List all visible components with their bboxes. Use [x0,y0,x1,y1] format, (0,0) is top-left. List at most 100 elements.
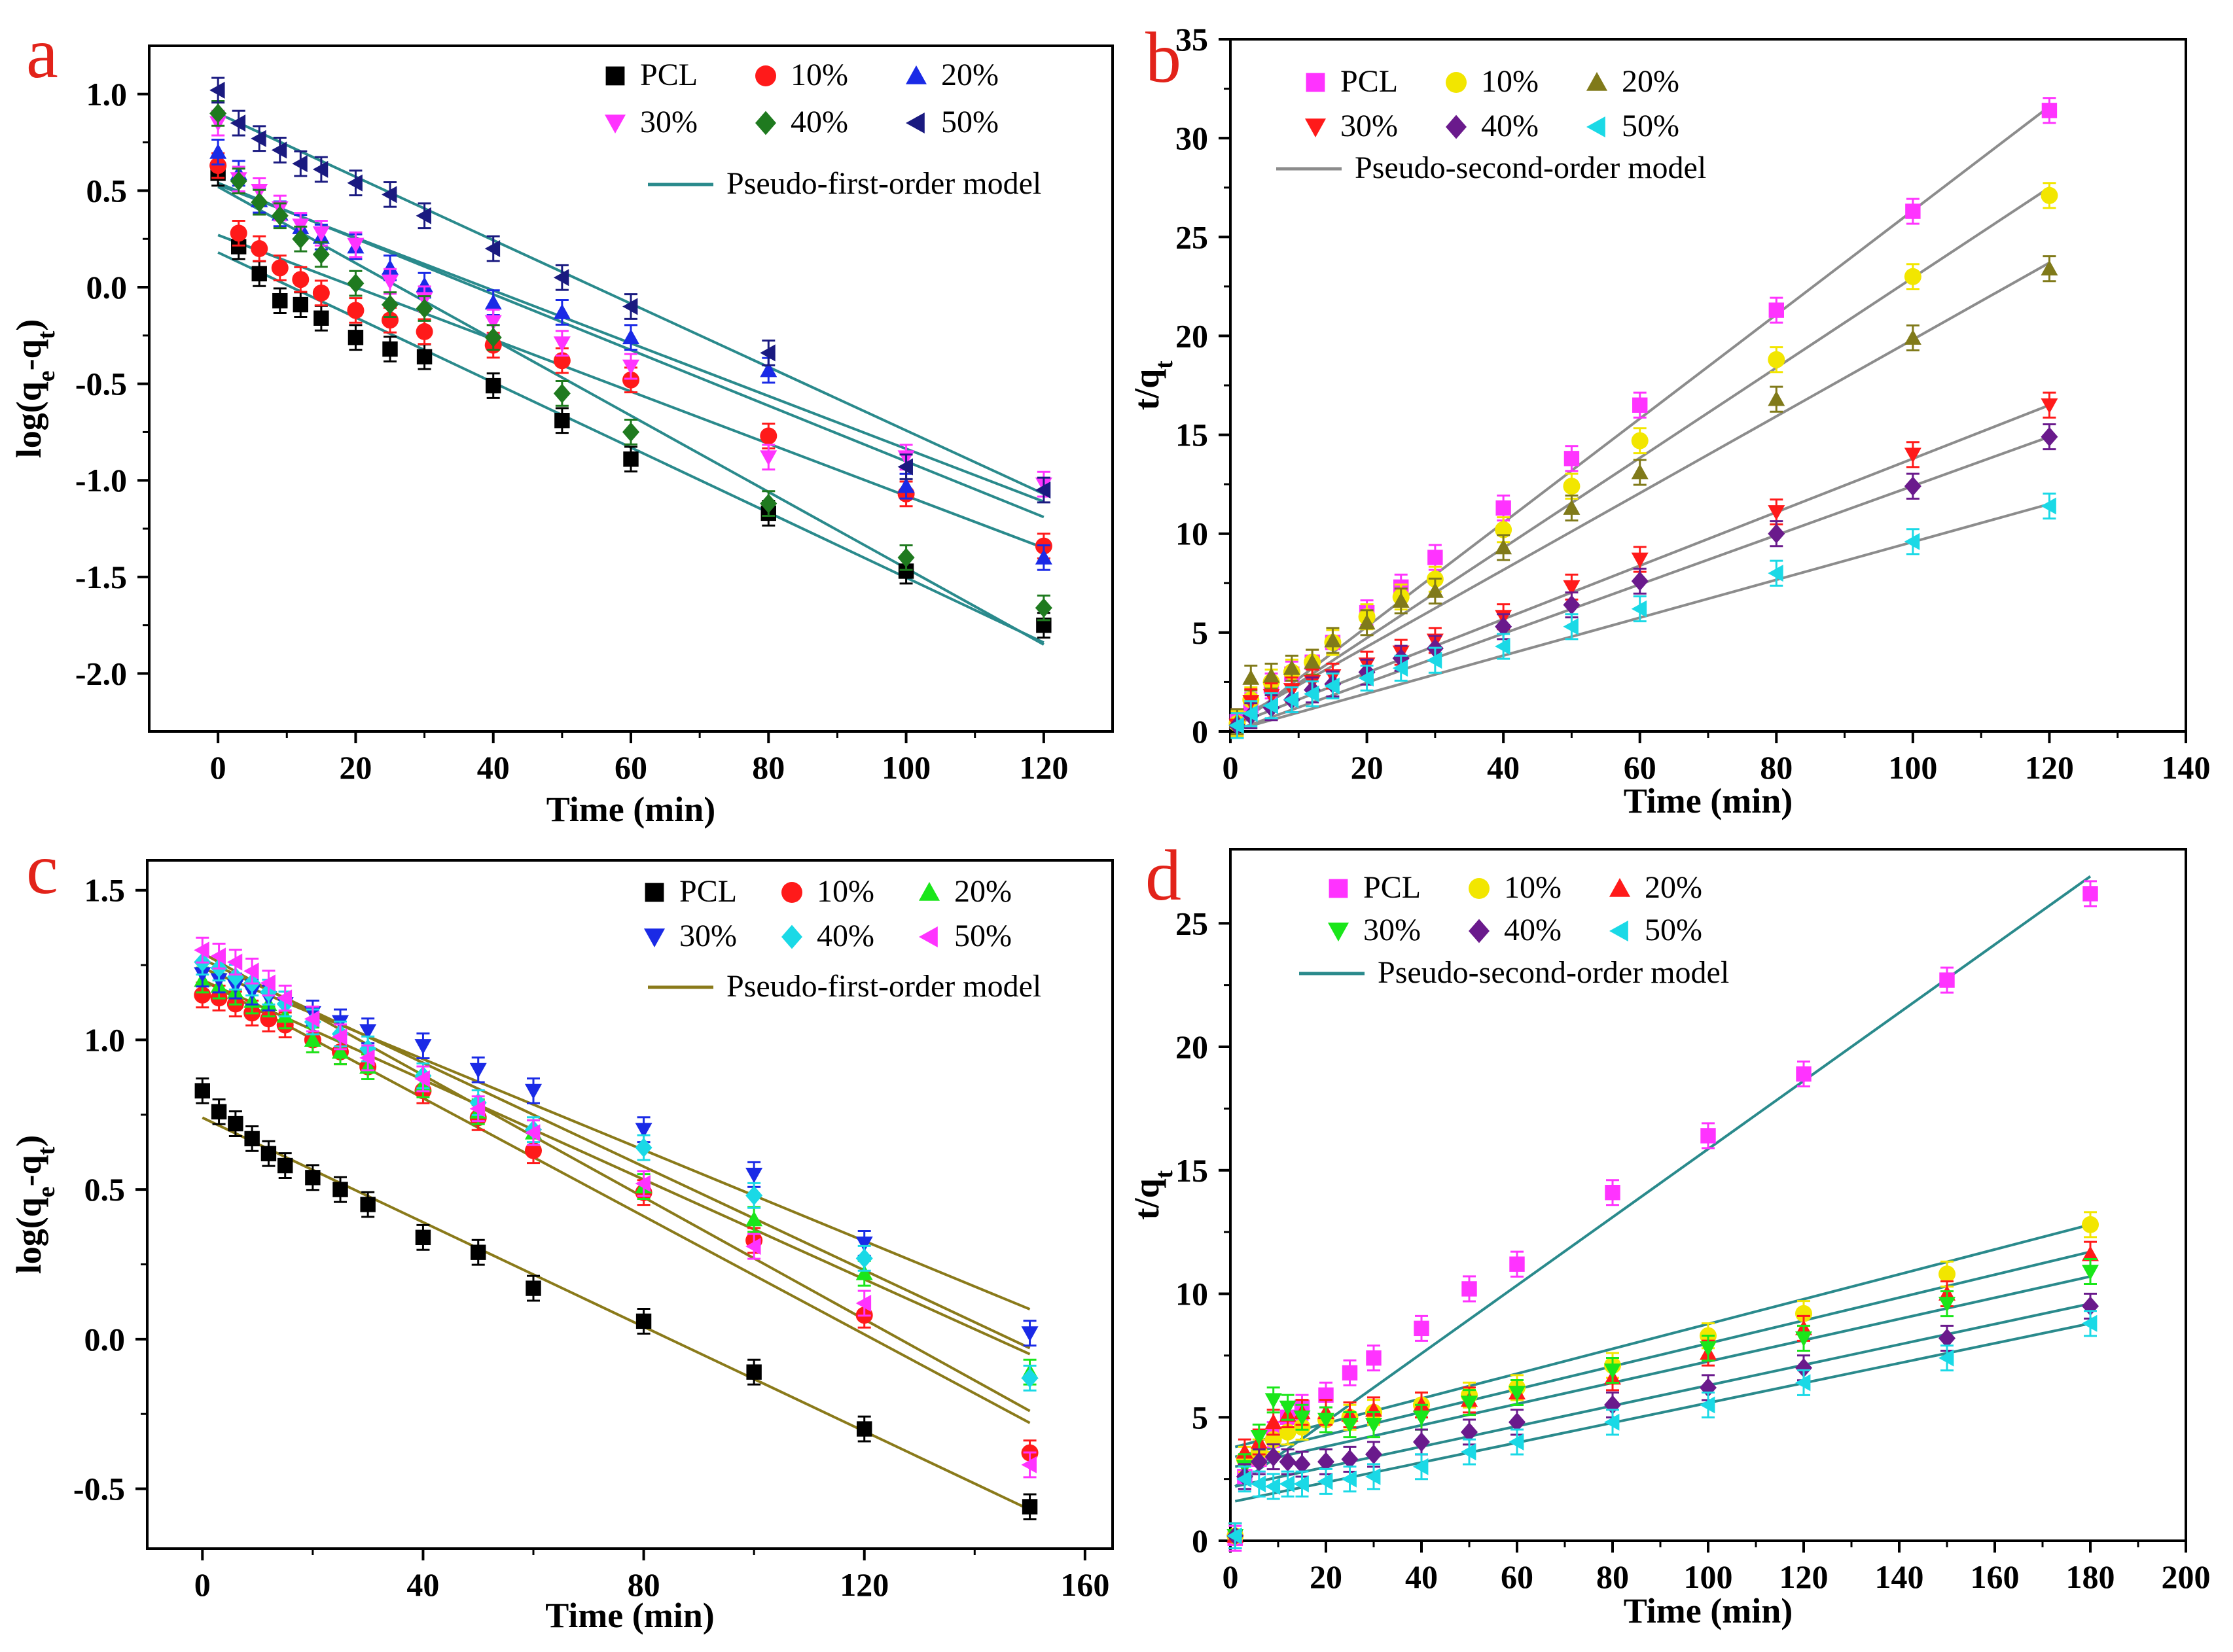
data-point-20pct [1035,549,1052,565]
data-point-pcl [1036,617,1052,633]
y-tick-label: 1.0 [86,76,128,113]
x-tick-label: 180 [2066,1558,2115,1595]
data-point-pcl [857,1421,872,1437]
x-tick-label: 40 [1487,749,1520,786]
data-point-10pct [1938,1265,1956,1283]
data-point-50pct [304,1010,320,1028]
data-point-pcl [2041,103,2058,118]
data-point-40pct [745,1186,763,1206]
data-point-pcl [1461,1281,1477,1297]
y-axis-title-subscript: t [33,1146,60,1155]
data-point-pcl [486,378,501,394]
data-point-30pct [635,1123,652,1138]
legend-marker-40pct [1446,114,1467,139]
plot-frame [146,859,1114,1550]
data-point-30pct [382,274,399,290]
legend-label: 50% [954,919,1012,953]
x-tick-label: 0 [1223,1558,1239,1595]
y-tick-label: -0.5 [75,366,127,402]
data-point-40pct [1904,476,1921,497]
data-point-50pct [1242,705,1258,722]
data-point-pcl [293,296,309,313]
data-point-pcl [260,1146,277,1161]
data-point-50pct [1700,1396,1715,1414]
chart-panel-a: 0 20 40 60 80 100 120 1.0 0.5 0.0 -0.5 -1.0 -1.5 -2.0… [9,44,1114,829]
data-point-pcl [277,1157,293,1174]
y-tick-label: 20 [1175,317,1208,354]
legend-label: 40% [791,105,848,139]
legend-label: 40% [817,919,874,953]
data-point-50pct [209,81,225,99]
data-point-50pct [260,974,276,992]
data-point-30pct [2041,398,2058,414]
data-point-30pct [414,1039,432,1055]
data-point-50pct [553,269,569,287]
x-axis-title: Time (min) [545,1596,714,1635]
legend-label: PCL [679,874,737,909]
legend-fit-label: Pseudo-first-order model [726,166,1041,201]
data-point-50pct [484,239,501,257]
data-point-30pct [347,237,365,254]
data-point-40pct [1250,1452,1268,1472]
y-axis-title-part: ) [9,1135,48,1147]
data-point-10pct [525,1142,542,1159]
chart-panel-c: 0 40 80 120 160 1.5 1.0 0.5 0.0 -0.5 Time (min) log… [9,859,1114,1635]
data-point-40pct [347,273,365,294]
data-point-50pct [2041,497,2056,515]
legend-marker-50pct [1609,921,1628,941]
data-point-10pct [760,427,777,445]
data-point-pcl [898,563,914,579]
data-point-20pct [622,328,639,345]
data-point-50pct [332,1028,348,1046]
data-point-30pct [1293,1410,1311,1426]
legend-marker-50pct [906,113,925,133]
legend-marker-40pct [1469,919,1490,943]
data-point-50pct [1604,1413,1620,1431]
data-point-30pct [553,336,571,352]
data-point-50pct [382,186,397,203]
data-point-50pct [1795,1374,1811,1392]
data-point-30pct [1341,1418,1359,1433]
data-point-pcl [416,349,433,364]
data-point-30pct [1279,1400,1296,1416]
data-point-pcl [251,266,267,282]
data-point-pcl [1318,1387,1334,1403]
data-point-40pct [1768,523,1785,544]
x-tick-label: 100 [882,749,931,786]
data-point-50pct [226,953,243,971]
data-point-20pct [1904,329,1921,345]
data-point-pcl [1768,302,1784,318]
data-point-pcl [305,1170,321,1186]
data-point-50pct [271,141,287,159]
data-point-40pct [897,548,915,568]
legend-marker-40pct [755,111,776,135]
y-tick-label: 10 [1175,516,1208,552]
x-tick-label: 120 [1019,749,1068,786]
data-point-20pct [1358,614,1376,630]
data-point-10pct [1563,478,1581,495]
data-point-40pct [312,244,330,264]
data-point-50pct [469,1100,486,1117]
legend-label: 10% [1504,870,1562,905]
legend-marker-30pct [1305,118,1326,137]
data-point-40pct [855,1248,873,1269]
data-point-50pct [1279,1475,1295,1493]
data-point-30pct [1904,448,1921,463]
data-point-30pct [1509,1386,1526,1401]
data-point-50pct [1392,659,1408,677]
data-point-pcl [244,1131,260,1147]
data-point-50pct [210,947,226,965]
data-point-pcl [332,1182,348,1197]
data-point-50pct [292,155,308,173]
data-point-30pct [855,1237,873,1252]
data-point-pcl [1495,500,1511,516]
data-point-pcl [360,1197,376,1212]
data-point-40pct [1035,598,1052,618]
data-point-50pct [1461,1443,1476,1461]
data-point-20pct [1264,1413,1282,1430]
y-axis-title-part: t/q [1127,1178,1166,1220]
x-tick-label: 120 [1779,1558,1829,1595]
data-point-50pct [1304,685,1319,703]
data-point-10pct [1631,432,1649,449]
data-point-pcl [313,310,329,326]
